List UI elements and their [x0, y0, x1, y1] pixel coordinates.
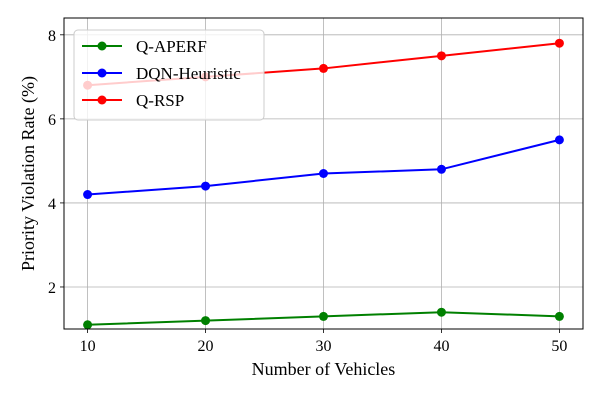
legend-label: Q-APERF	[136, 37, 207, 56]
x-axis-label: Number of Vehicles	[252, 359, 396, 379]
x-axis-ticks: 10 20 30 40 50	[80, 329, 567, 355]
y-tick-label: 6	[48, 112, 56, 129]
series-layer	[83, 38, 564, 330]
data-point	[436, 51, 446, 61]
x-tick-label: 50	[551, 338, 567, 355]
data-point	[201, 316, 211, 326]
y-tick-label: 2	[48, 280, 56, 297]
data-point	[554, 38, 564, 48]
x-tick-label: 30	[316, 338, 332, 355]
x-tick-label: 20	[198, 338, 214, 355]
legend: Q-APERF DQN-Heuristic Q-RSP	[73, 29, 265, 121]
legend-marker	[97, 95, 107, 105]
data-point	[201, 181, 211, 191]
y-tick-label: 4	[48, 196, 56, 213]
data-point	[319, 169, 328, 178]
data-point	[436, 307, 446, 317]
data-point	[319, 63, 328, 73]
data-point	[554, 135, 564, 145]
legend-marker	[97, 41, 107, 51]
y-axis-label: Priority Violation Rate (%)	[18, 76, 39, 271]
x-tick-label: 10	[80, 338, 96, 355]
data-point	[554, 311, 564, 321]
legend-box	[73, 29, 265, 121]
data-point	[319, 311, 328, 321]
x-tick-label: 40	[433, 338, 449, 355]
legend-marker	[97, 68, 107, 78]
legend-label: Q-RSP	[136, 91, 184, 110]
data-point	[83, 320, 93, 330]
y-tick-label: 8	[48, 28, 56, 45]
data-point	[436, 164, 446, 174]
legend-label: DQN-Heuristic	[136, 64, 241, 83]
y-axis-ticks: 2 4 6 8	[48, 28, 64, 297]
data-point	[83, 190, 93, 200]
